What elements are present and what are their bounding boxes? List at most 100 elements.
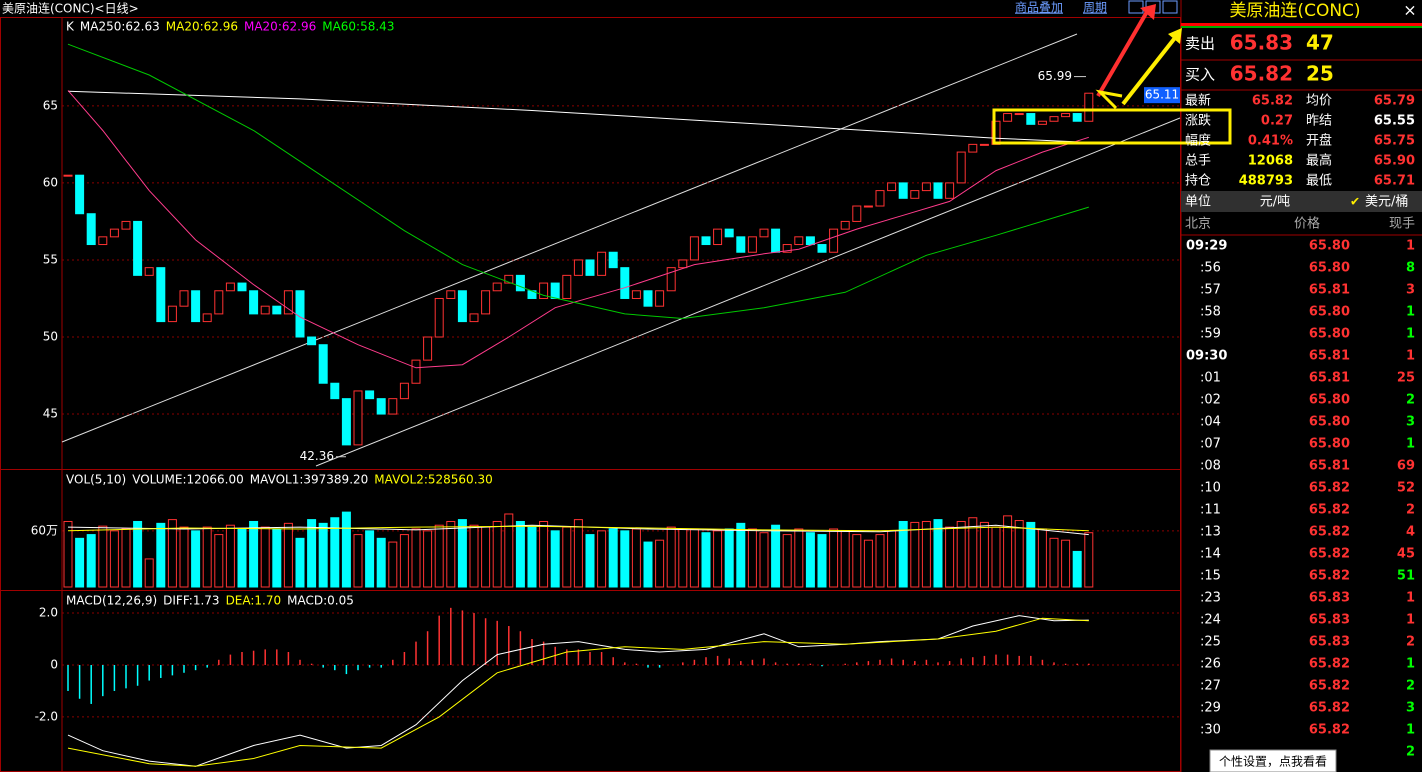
trade-qty: 4: [1406, 525, 1415, 540]
trade-time: :24: [1200, 613, 1221, 628]
trade-time: :11: [1200, 503, 1221, 518]
candle: [376, 398, 386, 415]
trade-time: :29: [1200, 701, 1221, 716]
stat-value: 0.41%: [1248, 134, 1293, 149]
trade-qty: 1: [1406, 723, 1415, 738]
candle: [852, 205, 862, 222]
candle: [341, 398, 351, 446]
volume-bar: [863, 539, 873, 588]
legend-item: VOL(5,10): [66, 473, 126, 487]
highlight-box: [992, 108, 1232, 145]
volume-bar: [167, 519, 177, 588]
volume-bar: [887, 530, 897, 588]
trade-price: 65.82: [1309, 657, 1350, 672]
volume-bar: [249, 520, 259, 588]
window-title: 美原油连(CONC)<日线>: [2, 1, 139, 16]
y-tick-label: 55: [43, 252, 58, 266]
unit-option[interactable]: 美元/桶: [1365, 195, 1408, 210]
trade-price: 65.83: [1309, 613, 1350, 628]
candle: [260, 305, 270, 315]
candle: [655, 290, 665, 307]
candle: [98, 236, 108, 246]
candle: [643, 290, 653, 307]
candle: [121, 220, 131, 230]
volume-bar: [179, 526, 189, 588]
trade-qty: 1: [1406, 437, 1415, 452]
volume-bar: [295, 537, 305, 588]
trade-time: :10: [1200, 481, 1221, 496]
tooltip-box[interactable]: [1209, 749, 1337, 772]
candle: [771, 228, 781, 253]
stat-value: 65.79: [1374, 94, 1415, 109]
legend-item: DEA:1.70: [226, 594, 282, 608]
candle: [1072, 113, 1082, 122]
volume-bar: [550, 530, 560, 588]
trade-qty: 69: [1397, 459, 1415, 474]
candle: [191, 290, 201, 323]
candle: [446, 290, 456, 299]
trade-qty: 2: [1406, 745, 1415, 760]
y-tick-label: 50: [43, 330, 58, 344]
trade-time: 09:29: [1186, 239, 1227, 254]
candle: [573, 259, 583, 276]
candle: [539, 282, 549, 299]
trade-time: :14: [1200, 547, 1221, 562]
candle: [829, 228, 839, 253]
candle: [249, 290, 259, 315]
volume-bar: [631, 528, 641, 588]
candle: [365, 390, 375, 400]
volume-bar: [1061, 539, 1071, 588]
trade-time: :15: [1200, 569, 1221, 584]
candle: [75, 174, 85, 215]
ask-qty: 47: [1306, 31, 1334, 55]
cursor-price: 65.11: [1145, 88, 1179, 102]
volume-bar: [63, 520, 73, 588]
candle: [237, 282, 247, 292]
volume-bar: [736, 522, 746, 588]
trade-time: :30: [1200, 723, 1221, 738]
candle: [457, 290, 467, 323]
volume-bar: [504, 513, 514, 588]
candle: [423, 336, 433, 361]
period-link[interactable]: 周期: [1083, 1, 1107, 15]
trade-time: :27: [1200, 679, 1221, 694]
volume-bar: [330, 517, 340, 588]
volume-bar: [86, 534, 96, 588]
trade-qty: 2: [1406, 679, 1415, 694]
volume-bar: [840, 530, 850, 588]
candle: [1014, 113, 1024, 116]
candle: [956, 151, 966, 184]
volume-bar: [620, 530, 630, 588]
candle: [86, 213, 96, 246]
volume-bar: [759, 532, 769, 588]
trade-qty: 1: [1406, 657, 1415, 672]
quote-title: 美原油连(CONC): [1229, 1, 1360, 21]
candle: [330, 382, 340, 400]
volume-bar: [573, 519, 583, 588]
overlay-link[interactable]: 商品叠加: [1015, 0, 1063, 15]
volume-bar: [423, 530, 433, 588]
legend-item: MAVOL2:528560.30: [374, 473, 493, 487]
volume-bar: [713, 530, 723, 588]
stat-value: 0.27: [1261, 114, 1293, 129]
tooltip[interactable]: 个性设置，点我看看: [1219, 755, 1327, 769]
unit-option[interactable]: 元/吨: [1260, 195, 1290, 210]
volume-bar: [365, 530, 375, 588]
legend-item: MACD(12,26,9): [66, 594, 157, 608]
candle: [678, 259, 688, 269]
trade-price: 65.80: [1309, 239, 1350, 254]
candle: [550, 282, 560, 299]
candle: [109, 228, 119, 238]
trade-price: 65.83: [1309, 591, 1350, 606]
volume-bar: [457, 519, 467, 588]
trade-time: :58: [1200, 305, 1221, 320]
bid-qty: 25: [1306, 62, 1334, 86]
stat-label: 最新: [1185, 93, 1211, 109]
trade-time: :13: [1200, 525, 1221, 540]
volume-bar: [527, 526, 537, 588]
high-label: 65.99: [1038, 69, 1072, 83]
volume-bar: [98, 525, 108, 588]
volume-bar: [469, 524, 479, 588]
close-button[interactable]: ×: [1403, 1, 1416, 20]
